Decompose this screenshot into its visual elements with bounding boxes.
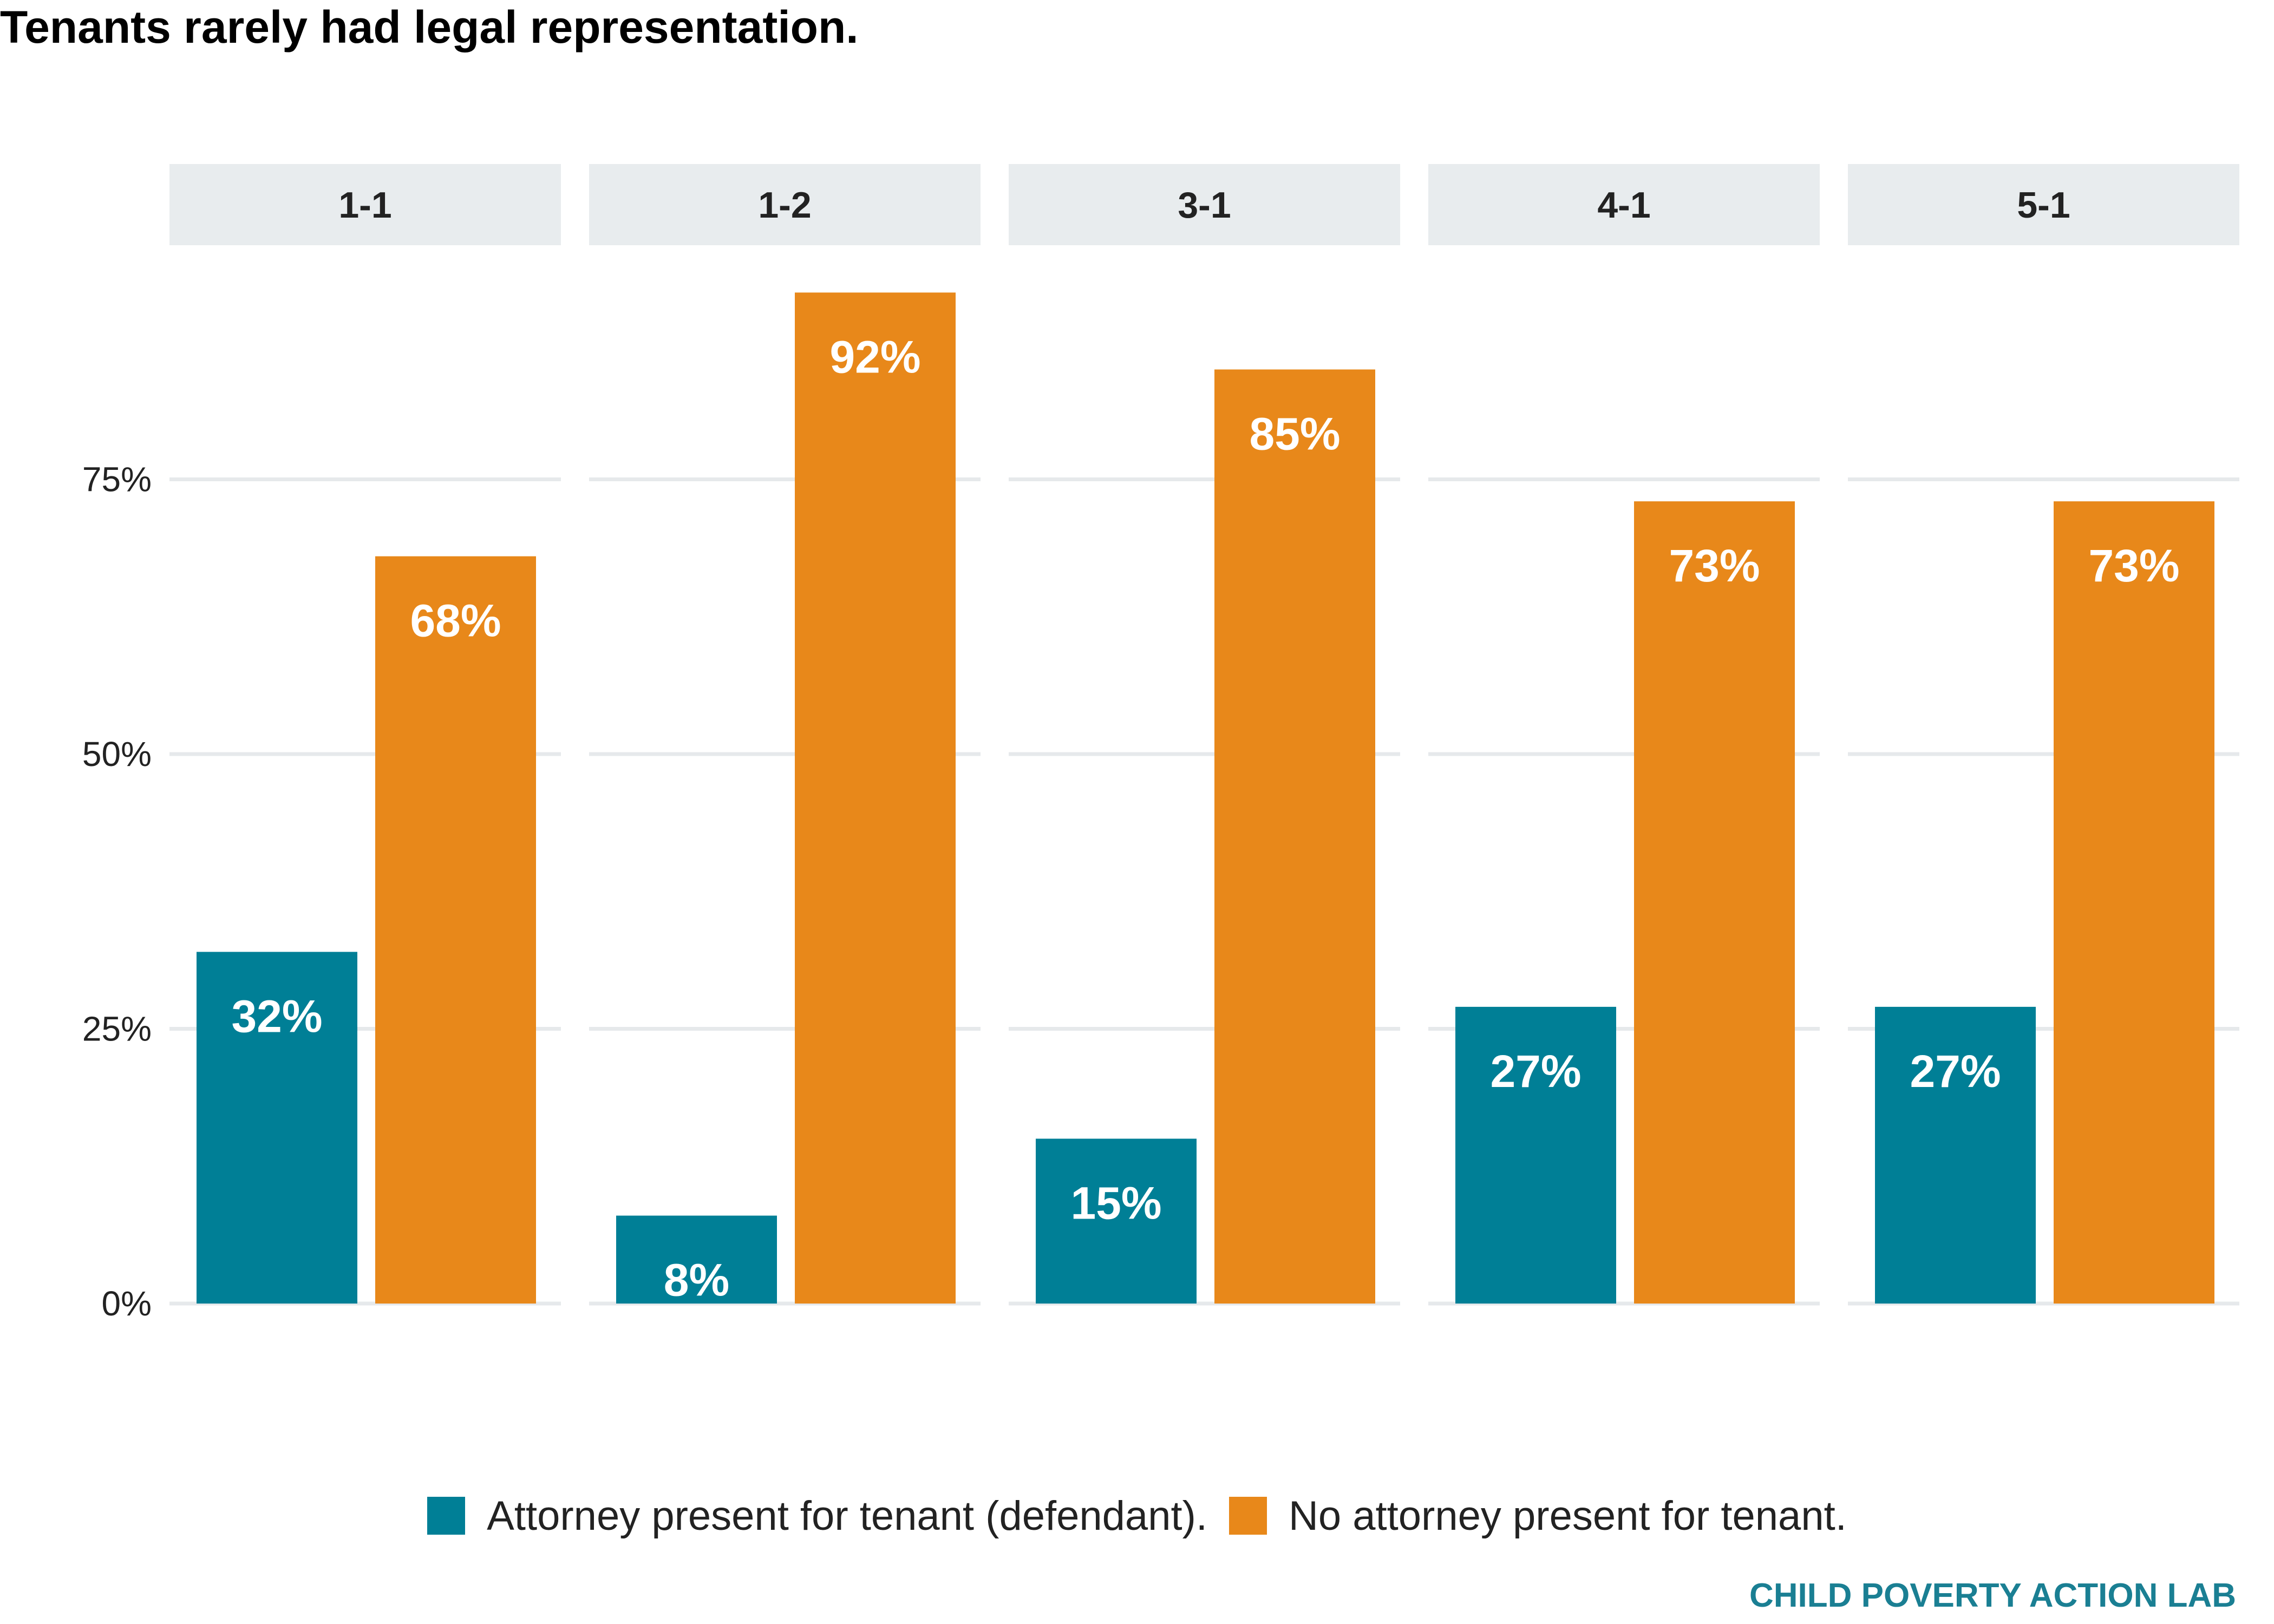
bar bbox=[375, 556, 536, 1304]
facet-strip-label: 1-1 bbox=[338, 185, 391, 226]
facet-panel: 5-1 27% 73% bbox=[1848, 164, 2239, 1306]
legend-item-attorney-present: Attorney present for tenant (defendant). bbox=[427, 1492, 1207, 1540]
facet-strip bbox=[1428, 164, 1820, 245]
bar bbox=[1634, 501, 1795, 1304]
facet-panels: 1-1 32% 68% 1-2 8% 92% 3-1 15% 85% 4-1 27% 73% 5-1 27… bbox=[169, 164, 2239, 1306]
bar bbox=[1875, 1006, 2036, 1304]
bar bbox=[1214, 369, 1375, 1304]
bar-value-label: 85% bbox=[1249, 409, 1340, 460]
bar-value-label: 73% bbox=[2088, 540, 2179, 591]
bar-value-label: 8% bbox=[664, 1255, 729, 1306]
y-tick-label: 25% bbox=[82, 1010, 152, 1049]
chart-title: Tenants rarely had legal representation. bbox=[0, 2, 859, 53]
source-credit: CHILD POVERTY ACTION LAB bbox=[1749, 1577, 2236, 1614]
y-tick-label: 50% bbox=[82, 735, 152, 774]
facet-panel: 3-1 15% 85% bbox=[1009, 164, 1400, 1306]
facet-strip-label: 3-1 bbox=[1178, 185, 1231, 226]
facet-strip-label: 1-2 bbox=[758, 185, 811, 226]
y-axis: 0% 25% 50% 75% bbox=[82, 460, 152, 1324]
facet-strip bbox=[169, 164, 561, 245]
facet-panel: 1-2 8% 92% bbox=[589, 164, 981, 1306]
bar-value-label: 27% bbox=[1490, 1046, 1581, 1097]
legend-swatch-no-attorney bbox=[1229, 1497, 1267, 1535]
bar bbox=[197, 952, 357, 1304]
bar-value-label: 32% bbox=[231, 991, 322, 1042]
facet-strip-label: 5-1 bbox=[2017, 185, 2070, 226]
bar bbox=[795, 292, 956, 1304]
bar bbox=[616, 1215, 777, 1304]
facet-strip bbox=[589, 164, 981, 245]
facet-strip-label: 4-1 bbox=[1597, 185, 1650, 226]
legend-label-no-attorney: No attorney present for tenant. bbox=[1289, 1492, 1847, 1539]
bar-value-label: 27% bbox=[1910, 1046, 2001, 1097]
bar bbox=[2054, 501, 2214, 1304]
bar bbox=[1455, 1006, 1616, 1304]
facet-strip bbox=[1848, 164, 2239, 245]
facet-panel: 4-1 27% 73% bbox=[1428, 164, 1820, 1306]
bar-value-label: 73% bbox=[1669, 540, 1760, 591]
bar-value-label: 15% bbox=[1070, 1178, 1161, 1229]
y-tick-label: 75% bbox=[82, 460, 152, 499]
bar-value-label: 92% bbox=[829, 331, 920, 382]
legend-item-no-attorney: No attorney present for tenant. bbox=[1229, 1492, 1847, 1540]
bar-value-label: 68% bbox=[410, 595, 501, 646]
bar bbox=[1036, 1138, 1197, 1304]
facet-strip bbox=[1009, 164, 1400, 245]
faceted-bar-chart: 0% 25% 50% 75% 1-1 32% 68% 1-2 8% 92% 3-1 15% 85% 4-… bbox=[82, 164, 2239, 1324]
legend-label-attorney-present: Attorney present for tenant (defendant). bbox=[487, 1492, 1207, 1539]
y-tick-label: 0% bbox=[102, 1284, 152, 1323]
legend-swatch-attorney-present bbox=[427, 1497, 466, 1535]
facet-panel: 1-1 32% 68% bbox=[169, 164, 561, 1306]
legend: Attorney present for tenant (defendant).… bbox=[0, 1491, 2274, 1540]
